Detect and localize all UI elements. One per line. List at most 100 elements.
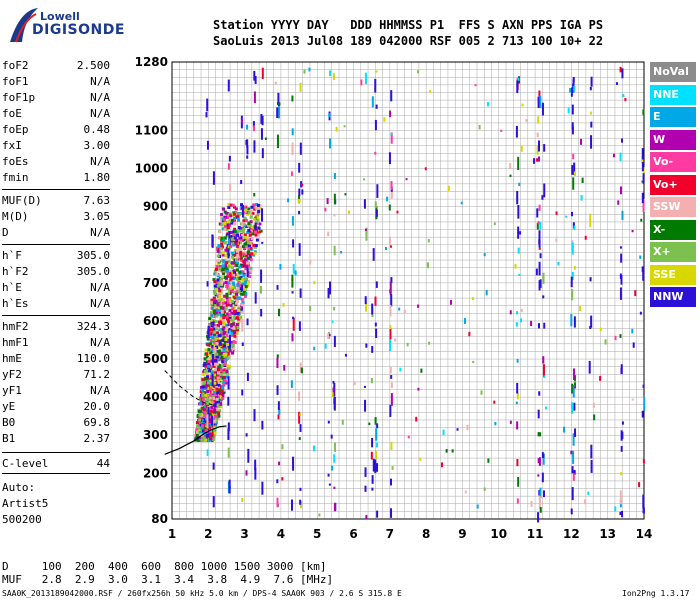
trace-point (224, 381, 228, 385)
legend-item-nne: NNE (650, 84, 696, 105)
trace-point (219, 366, 223, 370)
trace-point (238, 253, 242, 257)
noise-streak (570, 87, 573, 97)
noise-streak (370, 377, 373, 384)
trace-point (234, 336, 238, 340)
noise-streak (516, 392, 519, 400)
trace-point (200, 438, 204, 442)
trace-point (213, 349, 217, 353)
trace-point (215, 407, 219, 411)
param-row-md: M(D) 3.05 (2, 209, 110, 225)
noise-streak (278, 409, 281, 415)
trace-point (204, 412, 208, 416)
noise-streak (364, 467, 367, 477)
noise-streak (333, 503, 336, 512)
trace-point (226, 364, 230, 368)
trace-point (222, 326, 226, 330)
trace-point (216, 395, 220, 399)
sparse-point (460, 201, 463, 205)
trace-point (247, 268, 251, 272)
trace-point (209, 335, 213, 339)
trace-point (223, 330, 227, 334)
trace-point (216, 247, 220, 251)
sparse-point (301, 183, 304, 187)
trace-point (234, 316, 238, 320)
sparse-point (634, 290, 637, 297)
trace-point (214, 324, 218, 328)
trace-point (225, 334, 229, 338)
trace-point (246, 280, 250, 284)
noise-streak (573, 368, 576, 380)
sparse-point (264, 137, 267, 140)
trace-point (258, 206, 262, 210)
trace-point (209, 351, 213, 355)
trace-point (218, 303, 222, 307)
param-value: N/A (90, 91, 110, 104)
trace-point (229, 235, 233, 239)
sparse-point (612, 153, 615, 158)
trace-point (207, 357, 211, 361)
trace-point (195, 433, 199, 437)
trace-point (221, 396, 225, 400)
trace-point (239, 305, 243, 309)
trace-point (208, 439, 212, 443)
noise-streak (212, 181, 215, 185)
noise-streak (590, 315, 593, 328)
noise-streak (516, 421, 519, 430)
noise-streak (642, 109, 645, 115)
trace-point (233, 236, 237, 240)
noise-streak (621, 510, 624, 518)
trace-point (215, 265, 219, 269)
sparse-point (279, 264, 282, 270)
noise-streak (291, 128, 294, 136)
trace-point (227, 246, 231, 250)
noise-streak (253, 140, 256, 153)
noise-streak (537, 221, 540, 225)
noise-streak (620, 445, 623, 452)
param-value: N/A (90, 281, 110, 294)
sparse-point (631, 398, 634, 401)
trace-point (224, 258, 228, 262)
trace-point (227, 347, 231, 351)
trace-point (232, 205, 236, 209)
trace-point (214, 311, 218, 315)
param-row-hmf2: hmF2 324.3 (2, 319, 110, 335)
trace-point (219, 313, 223, 317)
noise-streak (299, 487, 302, 491)
trace-point (208, 409, 212, 413)
trace-point (256, 211, 260, 215)
trace-point (234, 253, 238, 257)
sparse-point (375, 442, 378, 448)
trace-point (240, 292, 244, 296)
noise-streak (571, 271, 574, 281)
trace-point (242, 219, 246, 223)
sparse-point (407, 435, 410, 439)
sparse-point (301, 189, 304, 195)
trace-point (226, 351, 230, 355)
param-value: N/A (90, 384, 110, 397)
trace-point (227, 300, 231, 304)
sparse-point (509, 310, 512, 315)
param-name: h`F2 (2, 265, 29, 278)
trace-point (214, 267, 218, 271)
trace-point (258, 222, 262, 226)
trace-point (225, 342, 229, 346)
noise-streak (241, 119, 244, 124)
noise-streak (390, 294, 393, 307)
trace-point (219, 287, 223, 291)
trace-point (229, 263, 233, 267)
trace-point (247, 222, 251, 226)
noise-streak (543, 375, 546, 379)
noise-streak (206, 281, 209, 287)
noise-streak (276, 497, 279, 508)
trace-point (233, 286, 237, 290)
trace-point (243, 238, 247, 242)
trace-point (228, 303, 232, 307)
trace-point (237, 229, 241, 233)
trace-point (226, 224, 230, 228)
noise-streak (363, 199, 366, 209)
noise-streak (516, 498, 519, 504)
noise-streak (570, 450, 573, 455)
sparse-point (331, 392, 334, 398)
trace-point (201, 394, 205, 398)
